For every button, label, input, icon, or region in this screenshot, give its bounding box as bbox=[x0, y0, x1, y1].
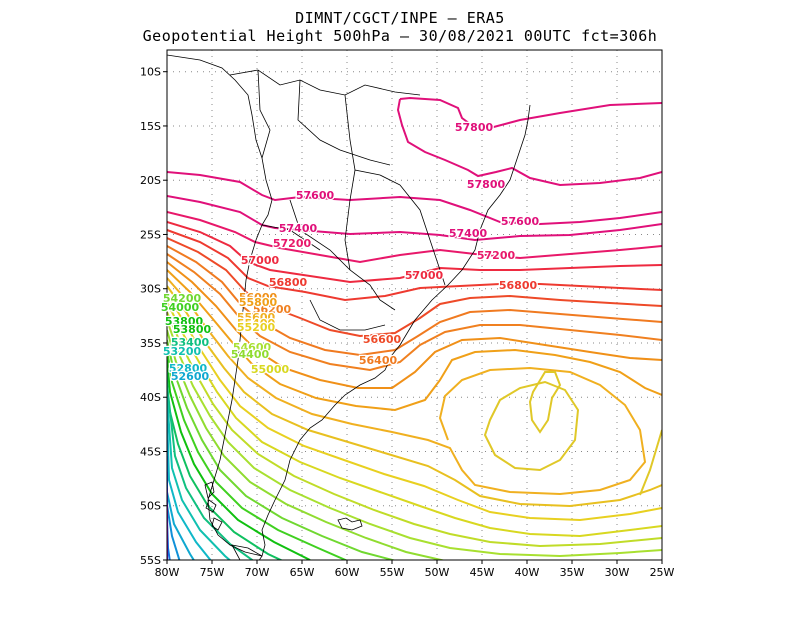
y-tick-label: 35S bbox=[140, 337, 161, 350]
contour-east-yellow bbox=[639, 429, 662, 496]
contour-57600 bbox=[167, 171, 662, 226]
y-tick-label: 30S bbox=[140, 283, 161, 296]
contour-54000 bbox=[167, 349, 348, 560]
x-tick-label: 50W bbox=[425, 566, 450, 579]
x-tick-label: 70W bbox=[245, 566, 270, 579]
contour-label: 55600 bbox=[237, 311, 276, 324]
contour-label: 53800 bbox=[173, 323, 212, 336]
y-tick-label: 40S bbox=[140, 391, 161, 404]
contour-55400 bbox=[167, 285, 662, 508]
contour-label: 57600 bbox=[501, 215, 540, 228]
contour-56400 bbox=[167, 245, 662, 357]
contour-54200 bbox=[167, 339, 397, 560]
contour-label: 57800 bbox=[467, 178, 506, 191]
contour-53800 bbox=[167, 359, 311, 560]
y-tick-label: 55S bbox=[140, 554, 161, 567]
contour-52800 bbox=[167, 424, 195, 560]
contour-label: 57000 bbox=[405, 269, 444, 282]
x-tick-label: 45W bbox=[470, 566, 495, 579]
contour-label: 57200 bbox=[273, 237, 312, 250]
pacific-islands bbox=[204, 481, 223, 531]
contour-label: 56800 bbox=[499, 279, 538, 292]
contour-label: 55400 bbox=[237, 317, 276, 330]
x-axis: 80W 75W 70W 65W 60W 55W 50W 45W 40W 35W 30W 25W bbox=[155, 560, 675, 579]
contour-label: 55800 bbox=[239, 296, 278, 309]
contour-56200 bbox=[167, 253, 662, 372]
contour-label: 54400 bbox=[231, 348, 270, 361]
x-tick-label: 35W bbox=[560, 566, 585, 579]
contour-label: 52600 bbox=[171, 370, 210, 383]
contour-55000 bbox=[167, 301, 662, 538]
contour-53000 bbox=[167, 409, 212, 560]
contour-label: 53200 bbox=[163, 345, 202, 358]
tierra-del-fuego bbox=[231, 544, 263, 560]
contour-57400 bbox=[167, 195, 662, 242]
contour-high-inner bbox=[528, 371, 562, 434]
contour-label: 53400 bbox=[171, 336, 210, 349]
falkland-islands bbox=[337, 517, 363, 531]
y-tick-label: 10S bbox=[140, 66, 161, 79]
y-tick-label: 20S bbox=[140, 174, 161, 187]
contour-label: 57400 bbox=[449, 227, 488, 240]
x-tick-label: 60W bbox=[335, 566, 360, 579]
contour-label: 55200 bbox=[237, 321, 276, 334]
contour-57800-north bbox=[399, 96, 662, 130]
inland-borders bbox=[229, 69, 446, 331]
contour-label: 54200 bbox=[163, 292, 202, 305]
contour-label: 57400 bbox=[279, 222, 318, 235]
contour-56600 bbox=[167, 237, 662, 338]
contour-label: 54600 bbox=[233, 341, 272, 354]
contour-label: 56800 bbox=[269, 276, 308, 289]
contour-label: 57000 bbox=[241, 254, 280, 267]
contour-57000 bbox=[167, 221, 662, 284]
contour-label: 55000 bbox=[251, 363, 290, 376]
map-frame bbox=[166, 49, 663, 561]
contour-label: 53800 bbox=[165, 315, 204, 328]
x-tick-label: 80W bbox=[155, 566, 180, 579]
y-axis: 10S 15S 20S 25S 30S 35S 40S 45S 50S 55S bbox=[140, 66, 167, 567]
contour-57200 bbox=[167, 211, 662, 264]
x-tick-label: 65W bbox=[290, 566, 315, 579]
contour-label: 56600 bbox=[363, 333, 402, 346]
contour-54400 bbox=[167, 329, 446, 560]
y-tick-label: 45S bbox=[140, 445, 161, 458]
contour-54800 bbox=[167, 311, 662, 548]
y-tick-label: 15S bbox=[140, 120, 161, 133]
contour-55200 bbox=[167, 293, 662, 522]
contour-56000 bbox=[167, 261, 662, 389]
contour-label: 54000 bbox=[161, 301, 200, 314]
contour-55800 bbox=[167, 269, 662, 412]
contour-high-center bbox=[483, 380, 580, 472]
x-tick-label: 30W bbox=[605, 566, 630, 579]
x-tick-label: 40W bbox=[515, 566, 540, 579]
contour-53200 bbox=[167, 395, 232, 560]
y-tick-label: 50S bbox=[140, 500, 161, 513]
x-tick-label: 25W bbox=[650, 566, 675, 579]
y-tick-label: 25S bbox=[140, 228, 161, 241]
contour-56800 bbox=[167, 229, 662, 302]
contour-55600 bbox=[167, 277, 647, 496]
contour-52600 bbox=[167, 440, 181, 560]
contour-label: 56200 bbox=[253, 303, 292, 316]
contour-label: 56400 bbox=[359, 354, 398, 367]
contour-label: 57600 bbox=[296, 189, 335, 202]
x-tick-label: 55W bbox=[380, 566, 405, 579]
contour-labels: 57800 57800 57600 57600 57400 57400 57200 57200… bbox=[160, 120, 541, 385]
map-title-line-1: DIMNT/CGCT/INPE – ERA5 bbox=[295, 9, 505, 27]
map-title-line-2: Geopotential Height 500hPa – 30/08/2021 … bbox=[142, 27, 658, 45]
map-grid bbox=[167, 50, 662, 560]
contour-label: 57800 bbox=[455, 121, 494, 134]
contour-54600 bbox=[167, 319, 662, 558]
contour-label: 57200 bbox=[477, 249, 516, 262]
x-tick-label: 75W bbox=[200, 566, 225, 579]
contour-label: 52800 bbox=[169, 362, 208, 375]
contour-label: 56000 bbox=[239, 291, 278, 304]
contour-57800-loop bbox=[396, 98, 662, 187]
